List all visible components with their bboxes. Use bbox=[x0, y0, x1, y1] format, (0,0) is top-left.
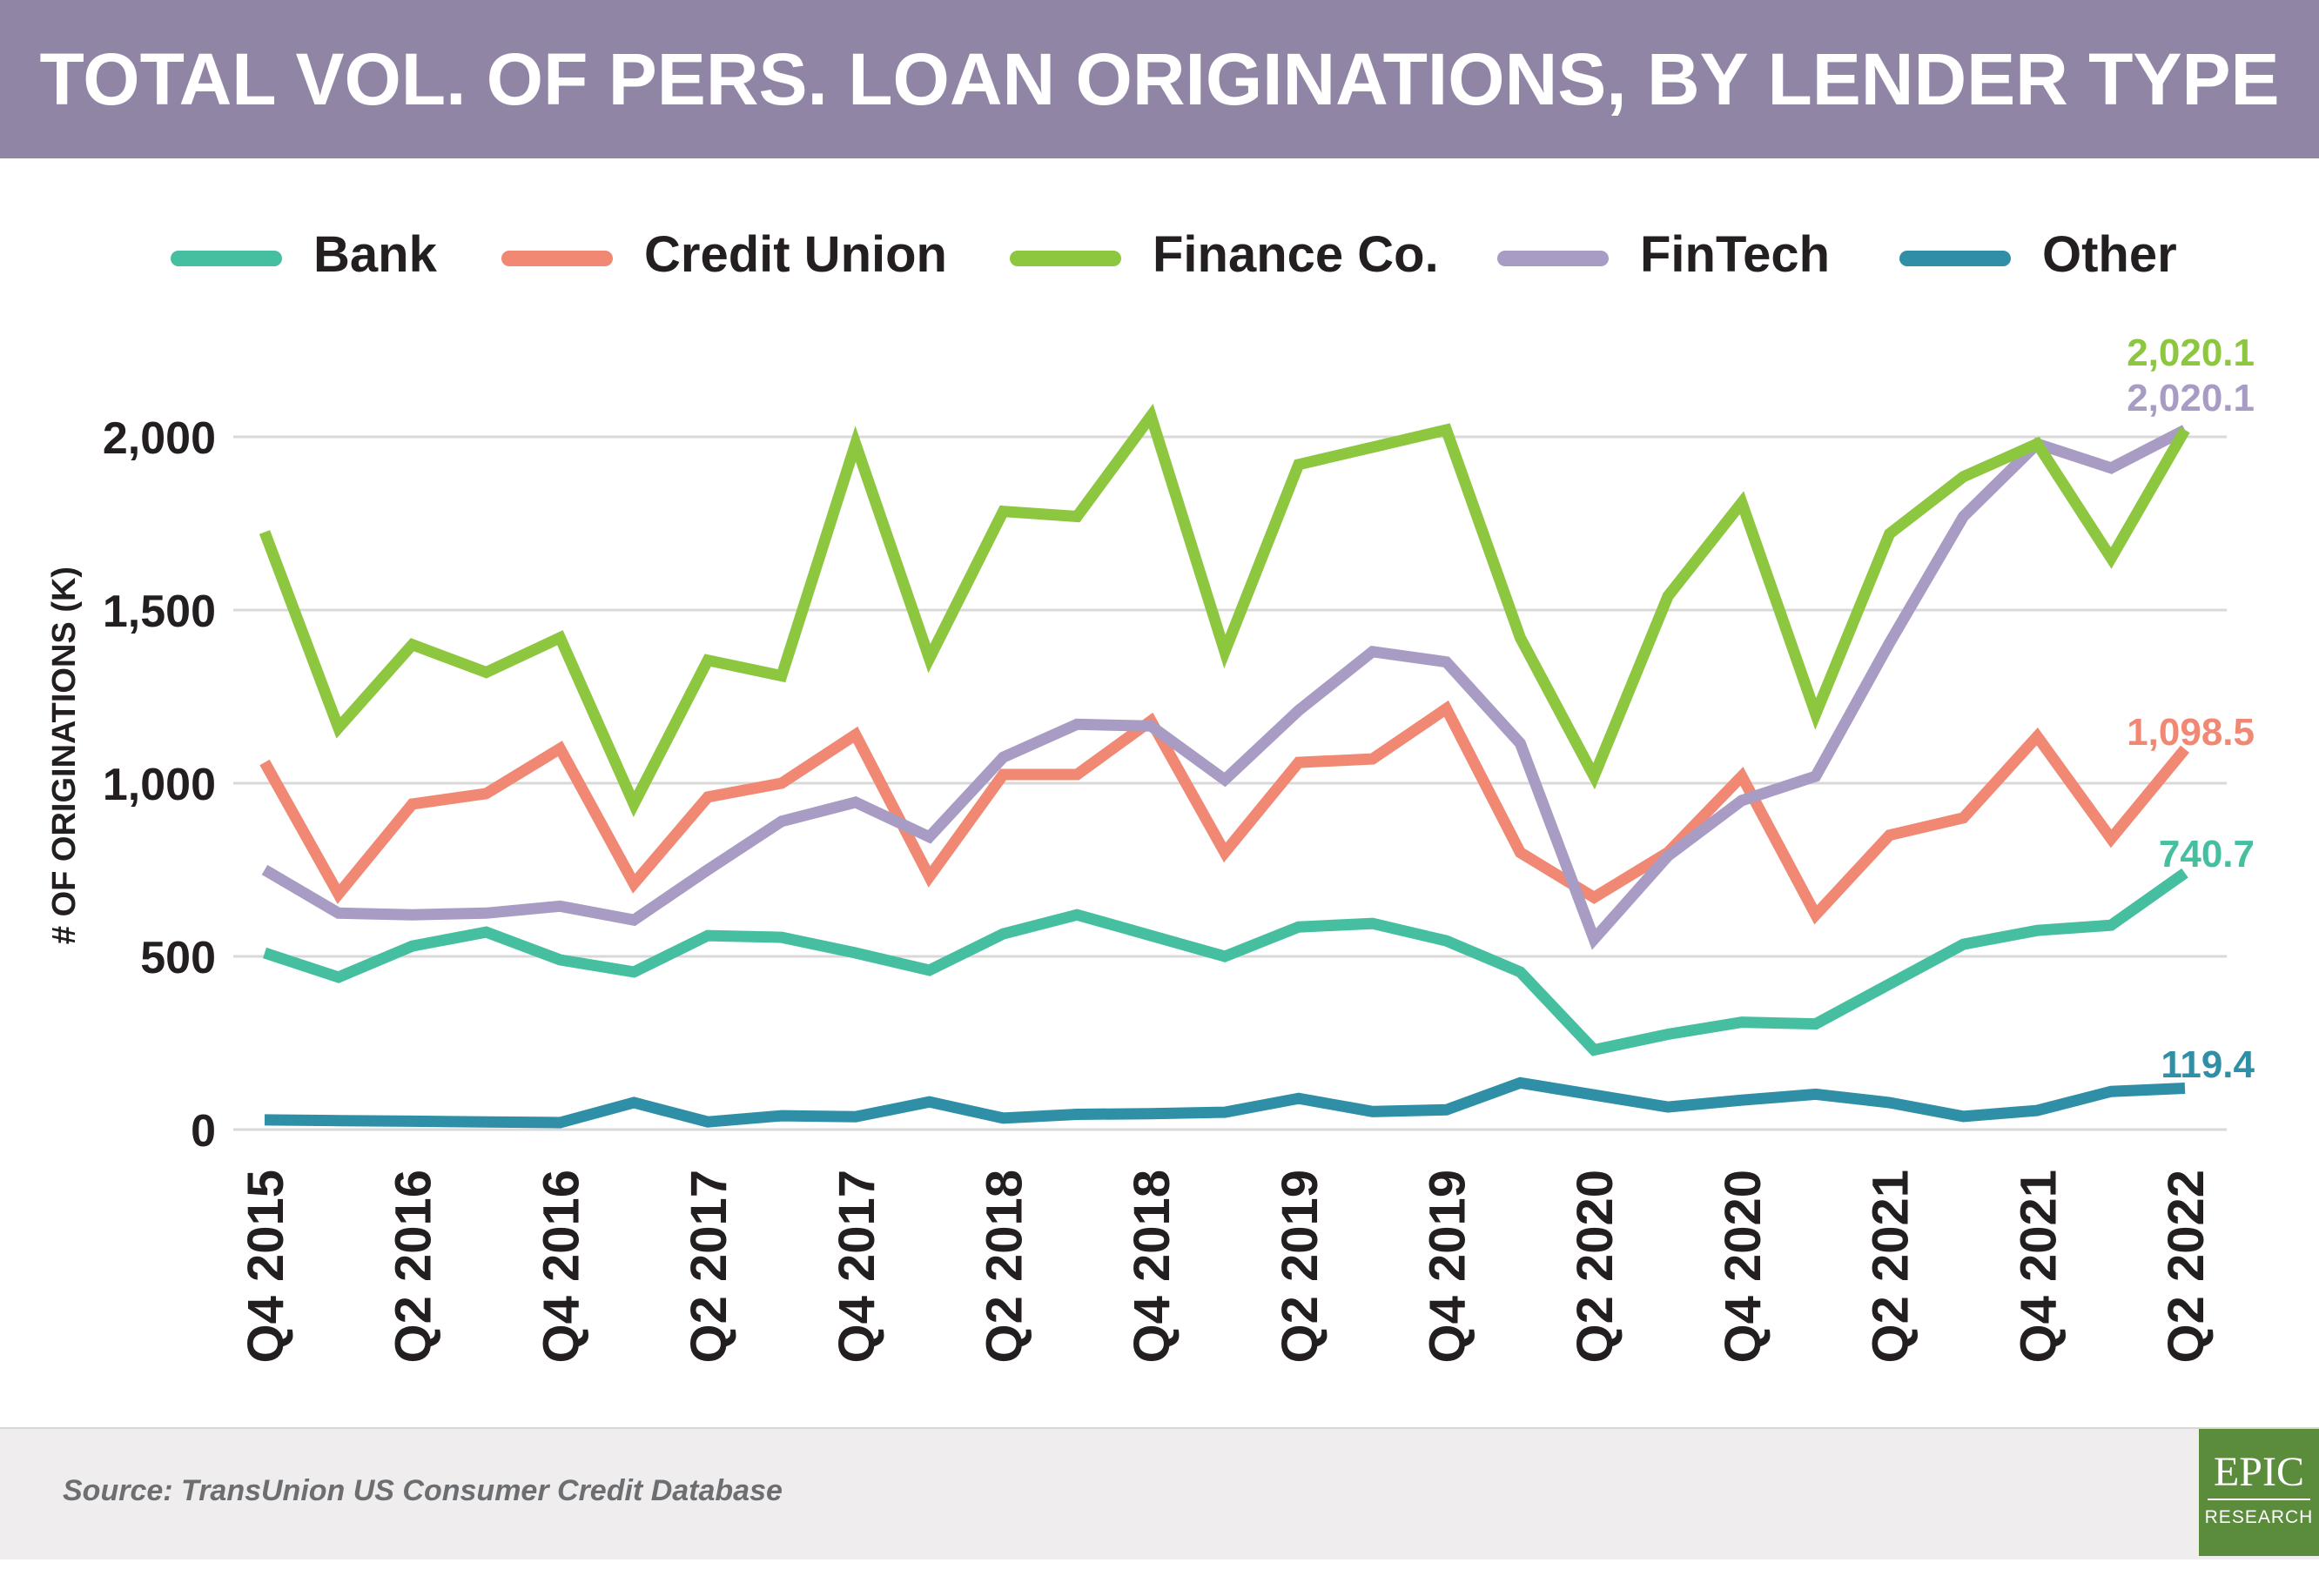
series-line-bank bbox=[262, 868, 2188, 1056]
logo-wordmark: EPIC bbox=[2213, 1449, 2304, 1495]
y-tick-label: 2,000 bbox=[103, 413, 216, 464]
legend-swatch-fintech bbox=[1497, 251, 1609, 266]
x-tick-label: Q2 2022 bbox=[2158, 1170, 2215, 1364]
series-line-finance-co bbox=[259, 403, 2190, 817]
y-axis-label: # OF ORIGINATIONS (K) bbox=[46, 567, 83, 944]
series-line-credit-union bbox=[259, 700, 2190, 925]
chart-title: TOTAL VOL. OF PERS. LOAN ORIGINATIONS, B… bbox=[39, 38, 2280, 120]
legend-swatch-credit-union bbox=[501, 251, 613, 266]
epic-research-logo: EPIC RESEARCH bbox=[2199, 1429, 2319, 1556]
logo-subtitle: RESEARCH bbox=[2204, 1507, 2314, 1527]
x-tick-label: Q2 2019 bbox=[1272, 1170, 1328, 1364]
x-tick-label: Q2 2020 bbox=[1567, 1170, 1623, 1364]
x-tick-label: Q4 2018 bbox=[1124, 1170, 1180, 1364]
x-axis-ticks: Q4 2015 Q2 2016 Q4 2016 Q2 2017 Q4 2017 Q2 20… bbox=[238, 1170, 2215, 1364]
y-tick-label: 0 bbox=[191, 1106, 216, 1157]
legend-swatch-other bbox=[1899, 251, 2011, 266]
end-label-finance-co: 2,020.1 bbox=[2127, 332, 2255, 374]
x-tick-label: Q4 2021 bbox=[2010, 1170, 2067, 1364]
end-label-fintech: 2,020.1 bbox=[2127, 377, 2255, 419]
series-line-other bbox=[264, 1076, 2186, 1129]
x-tick-label: Q4 2016 bbox=[533, 1170, 589, 1364]
x-tick-label: Q2 2021 bbox=[1863, 1170, 1919, 1364]
y-tick-label: 1,000 bbox=[103, 760, 216, 810]
x-tick-label: Q4 2020 bbox=[1715, 1170, 1771, 1364]
x-tick-label: Q4 2019 bbox=[1420, 1170, 1476, 1364]
series-lines bbox=[259, 403, 2190, 1129]
end-labels: 740.7 1,098.5 2,020.12,020.1 119.4 bbox=[2127, 332, 2255, 1086]
legend-swatch-finance-co bbox=[1010, 251, 1121, 266]
x-tick-label: Q2 2018 bbox=[976, 1170, 1032, 1364]
end-label-bank: 740.7 bbox=[2159, 833, 2255, 875]
legend-swatch-bank bbox=[171, 251, 282, 266]
end-label-other: 119.4 bbox=[2161, 1043, 2255, 1086]
legend-label-bank: Bank bbox=[313, 226, 437, 283]
line-chart: 0 500 1,000 1,500 2,000 # OF ORIGINATIONS (K… bbox=[46, 332, 2255, 1364]
legend-label-credit-union: Credit Union bbox=[644, 226, 947, 283]
chart-legend: Bank Credit Union Finance Co. FinTech Ot… bbox=[0, 213, 2319, 300]
y-tick-label: 500 bbox=[140, 933, 216, 983]
end-label-credit-union: 1,098.5 bbox=[2127, 711, 2255, 754]
x-tick-label: Q4 2015 bbox=[238, 1170, 294, 1364]
logo-divider bbox=[2208, 1499, 2310, 1500]
x-tick-label: Q2 2016 bbox=[386, 1170, 442, 1364]
series-line-fintech bbox=[261, 425, 2188, 950]
x-tick-label: Q2 2017 bbox=[681, 1170, 737, 1364]
footer: Source: TransUnion US Consumer Credit Da… bbox=[0, 1427, 2319, 1559]
legend-label-fintech: FinTech bbox=[1640, 226, 1831, 283]
legend-label-other: Other bbox=[2042, 226, 2177, 283]
y-axis-ticks: 0 500 1,000 1,500 2,000 bbox=[103, 413, 216, 1157]
y-tick-label: 1,500 bbox=[103, 587, 216, 637]
gridlines bbox=[233, 435, 2227, 1131]
legend-label-finance-co: Finance Co. bbox=[1153, 226, 1439, 283]
title-banner bbox=[0, 0, 2319, 158]
source-note: Source: TransUnion US Consumer Credit Da… bbox=[63, 1474, 783, 1507]
x-tick-label: Q4 2017 bbox=[829, 1170, 885, 1364]
